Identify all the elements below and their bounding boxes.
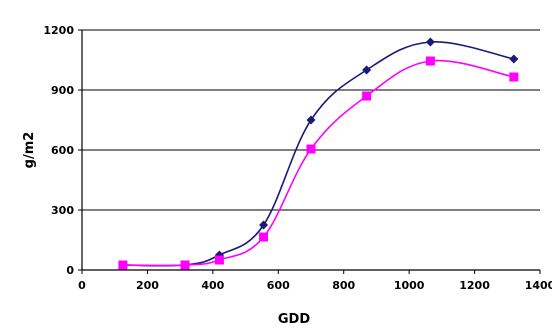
y-tick-label: 300 bbox=[51, 204, 74, 217]
data-point-diamond bbox=[509, 54, 519, 64]
data-point-square bbox=[214, 255, 224, 265]
series-lines bbox=[122, 41, 514, 267]
data-point-square bbox=[306, 144, 316, 154]
y-tick-label: 1200 bbox=[43, 24, 74, 37]
x-tick-label: 1400 bbox=[525, 279, 552, 292]
x-tick-label: 600 bbox=[267, 279, 290, 292]
x-tick-label: 0 bbox=[78, 279, 86, 292]
series-line-0 bbox=[122, 41, 514, 267]
x-tick-label: 1200 bbox=[459, 279, 490, 292]
data-point-diamond bbox=[306, 115, 316, 125]
data-point-diamond bbox=[425, 37, 435, 47]
gridlines bbox=[82, 29, 540, 211]
x-tick-label: 200 bbox=[136, 279, 159, 292]
data-point-square bbox=[425, 56, 435, 66]
x-tick-label: 400 bbox=[201, 279, 224, 292]
x-tick-label: 800 bbox=[332, 279, 355, 292]
data-point-diamond bbox=[362, 65, 372, 75]
y-tick-labels: 0 300 600 900 1200 bbox=[43, 24, 74, 277]
data-point-square bbox=[509, 72, 519, 82]
data-point-square bbox=[118, 260, 128, 270]
data-point-square bbox=[259, 232, 269, 242]
x-tick-labels: 0 200 400 600 800 1000 1200 1400 bbox=[78, 279, 552, 292]
data-point-square bbox=[180, 260, 190, 270]
y-tick-label: 900 bbox=[51, 84, 74, 97]
y-tick-label: 0 bbox=[66, 264, 74, 277]
data-point-diamond bbox=[259, 220, 269, 230]
x-tick-label: 1000 bbox=[394, 279, 425, 292]
y-tick-label: 600 bbox=[51, 144, 74, 157]
series-markers bbox=[118, 37, 519, 270]
series-line-1 bbox=[122, 59, 514, 267]
axes bbox=[78, 29, 541, 274]
x-axis-title: GDD bbox=[278, 312, 310, 327]
data-point-square bbox=[362, 91, 372, 101]
y-axis-title: g/m2 bbox=[22, 132, 37, 169]
